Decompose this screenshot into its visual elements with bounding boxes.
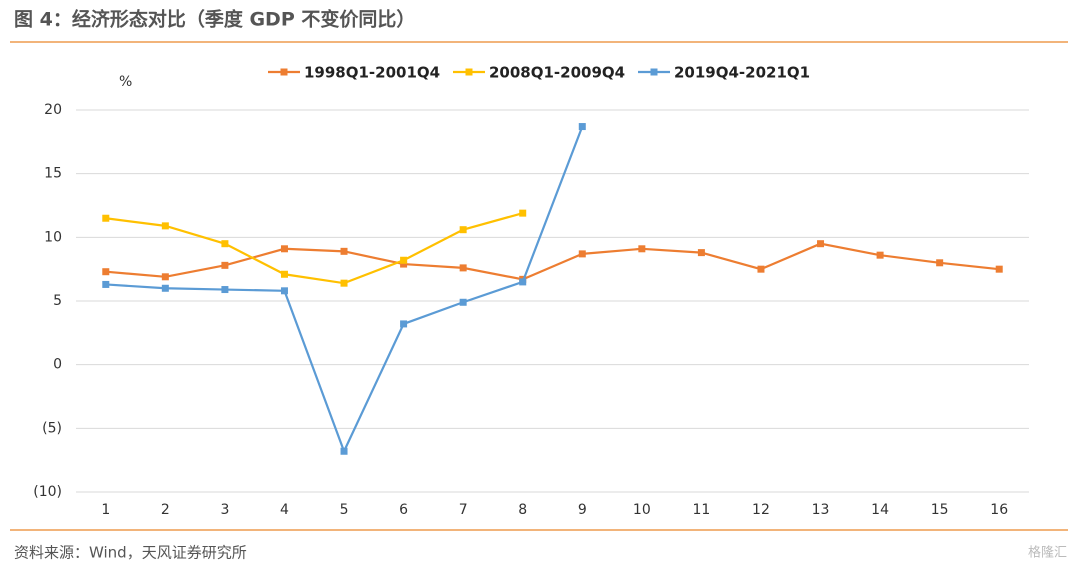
point-marker <box>936 259 944 267</box>
point-marker <box>578 250 586 258</box>
x-tick-label: 15 <box>931 502 949 518</box>
x-tick-label: 7 <box>459 502 468 518</box>
point-marker <box>400 260 408 268</box>
x-tick-label: 9 <box>578 502 587 518</box>
legend-marker <box>650 68 658 76</box>
legend-label: 2008Q1-2009Q4 <box>489 64 625 82</box>
point-marker <box>280 287 288 295</box>
x-tick-label: 6 <box>399 502 408 518</box>
series-line <box>105 242 1000 281</box>
y-tick-label: 5 <box>53 293 62 309</box>
x-tick-label: 8 <box>518 502 527 518</box>
x-tick-label: 12 <box>752 502 770 518</box>
x-tick-label: 14 <box>871 502 889 518</box>
series-line <box>105 212 524 285</box>
point-marker <box>102 214 110 222</box>
source: 资料来源：Wind，天风证券研究所 <box>14 544 247 562</box>
point-marker <box>221 286 229 294</box>
point-marker <box>280 245 288 253</box>
point-marker <box>757 265 765 273</box>
watermark: 格隆汇 <box>1028 545 1067 561</box>
y-unit: % <box>119 74 132 90</box>
point-marker <box>876 251 884 259</box>
y-tick-label: 0 <box>53 357 62 373</box>
y-tick-label: 10 <box>44 229 62 245</box>
legend-label: 1998Q1-2001Q4 <box>304 64 440 82</box>
point-marker <box>817 240 825 248</box>
point-marker <box>161 222 169 230</box>
x-tick-label: 2 <box>161 502 170 518</box>
point-marker <box>340 279 348 287</box>
y-tick-label: (5) <box>42 420 62 436</box>
point-marker <box>995 265 1003 273</box>
point-marker <box>340 447 348 455</box>
legend-marker <box>280 68 288 76</box>
chart-title: 图 4：经济形态对比（季度 GDP 不变价同比） <box>14 8 415 31</box>
x-tick-label: 1 <box>101 502 110 518</box>
point-marker <box>400 320 408 328</box>
y-tick-label: (10) <box>33 484 62 500</box>
point-marker <box>221 240 229 248</box>
x-tick-label: 16 <box>990 502 1008 518</box>
y-tick-label: 15 <box>44 166 62 182</box>
point-marker <box>400 256 408 264</box>
x-tick-label: 4 <box>280 502 289 518</box>
x-tick-label: 5 <box>340 502 349 518</box>
point-marker <box>638 245 646 253</box>
point-marker <box>102 268 110 276</box>
point-marker <box>578 123 586 131</box>
legend-marker <box>465 68 473 76</box>
series-line <box>105 126 584 455</box>
point-marker <box>102 280 110 288</box>
point-marker <box>519 278 527 286</box>
point-marker <box>519 209 527 217</box>
x-tick-label: 10 <box>633 502 651 518</box>
x-tick-label: 3 <box>220 502 229 518</box>
y-tick-label: 20 <box>44 102 62 118</box>
legend-label: 2019Q4-2021Q1 <box>674 64 810 82</box>
point-marker <box>161 273 169 281</box>
point-marker <box>459 264 467 272</box>
point-marker <box>280 270 288 278</box>
point-marker <box>221 261 229 269</box>
x-tick-label: 13 <box>812 502 830 518</box>
point-marker <box>161 284 169 292</box>
point-marker <box>459 226 467 234</box>
point-marker <box>340 247 348 255</box>
x-tick-label: 11 <box>692 502 710 518</box>
point-marker <box>697 249 705 257</box>
point-marker <box>459 298 467 306</box>
